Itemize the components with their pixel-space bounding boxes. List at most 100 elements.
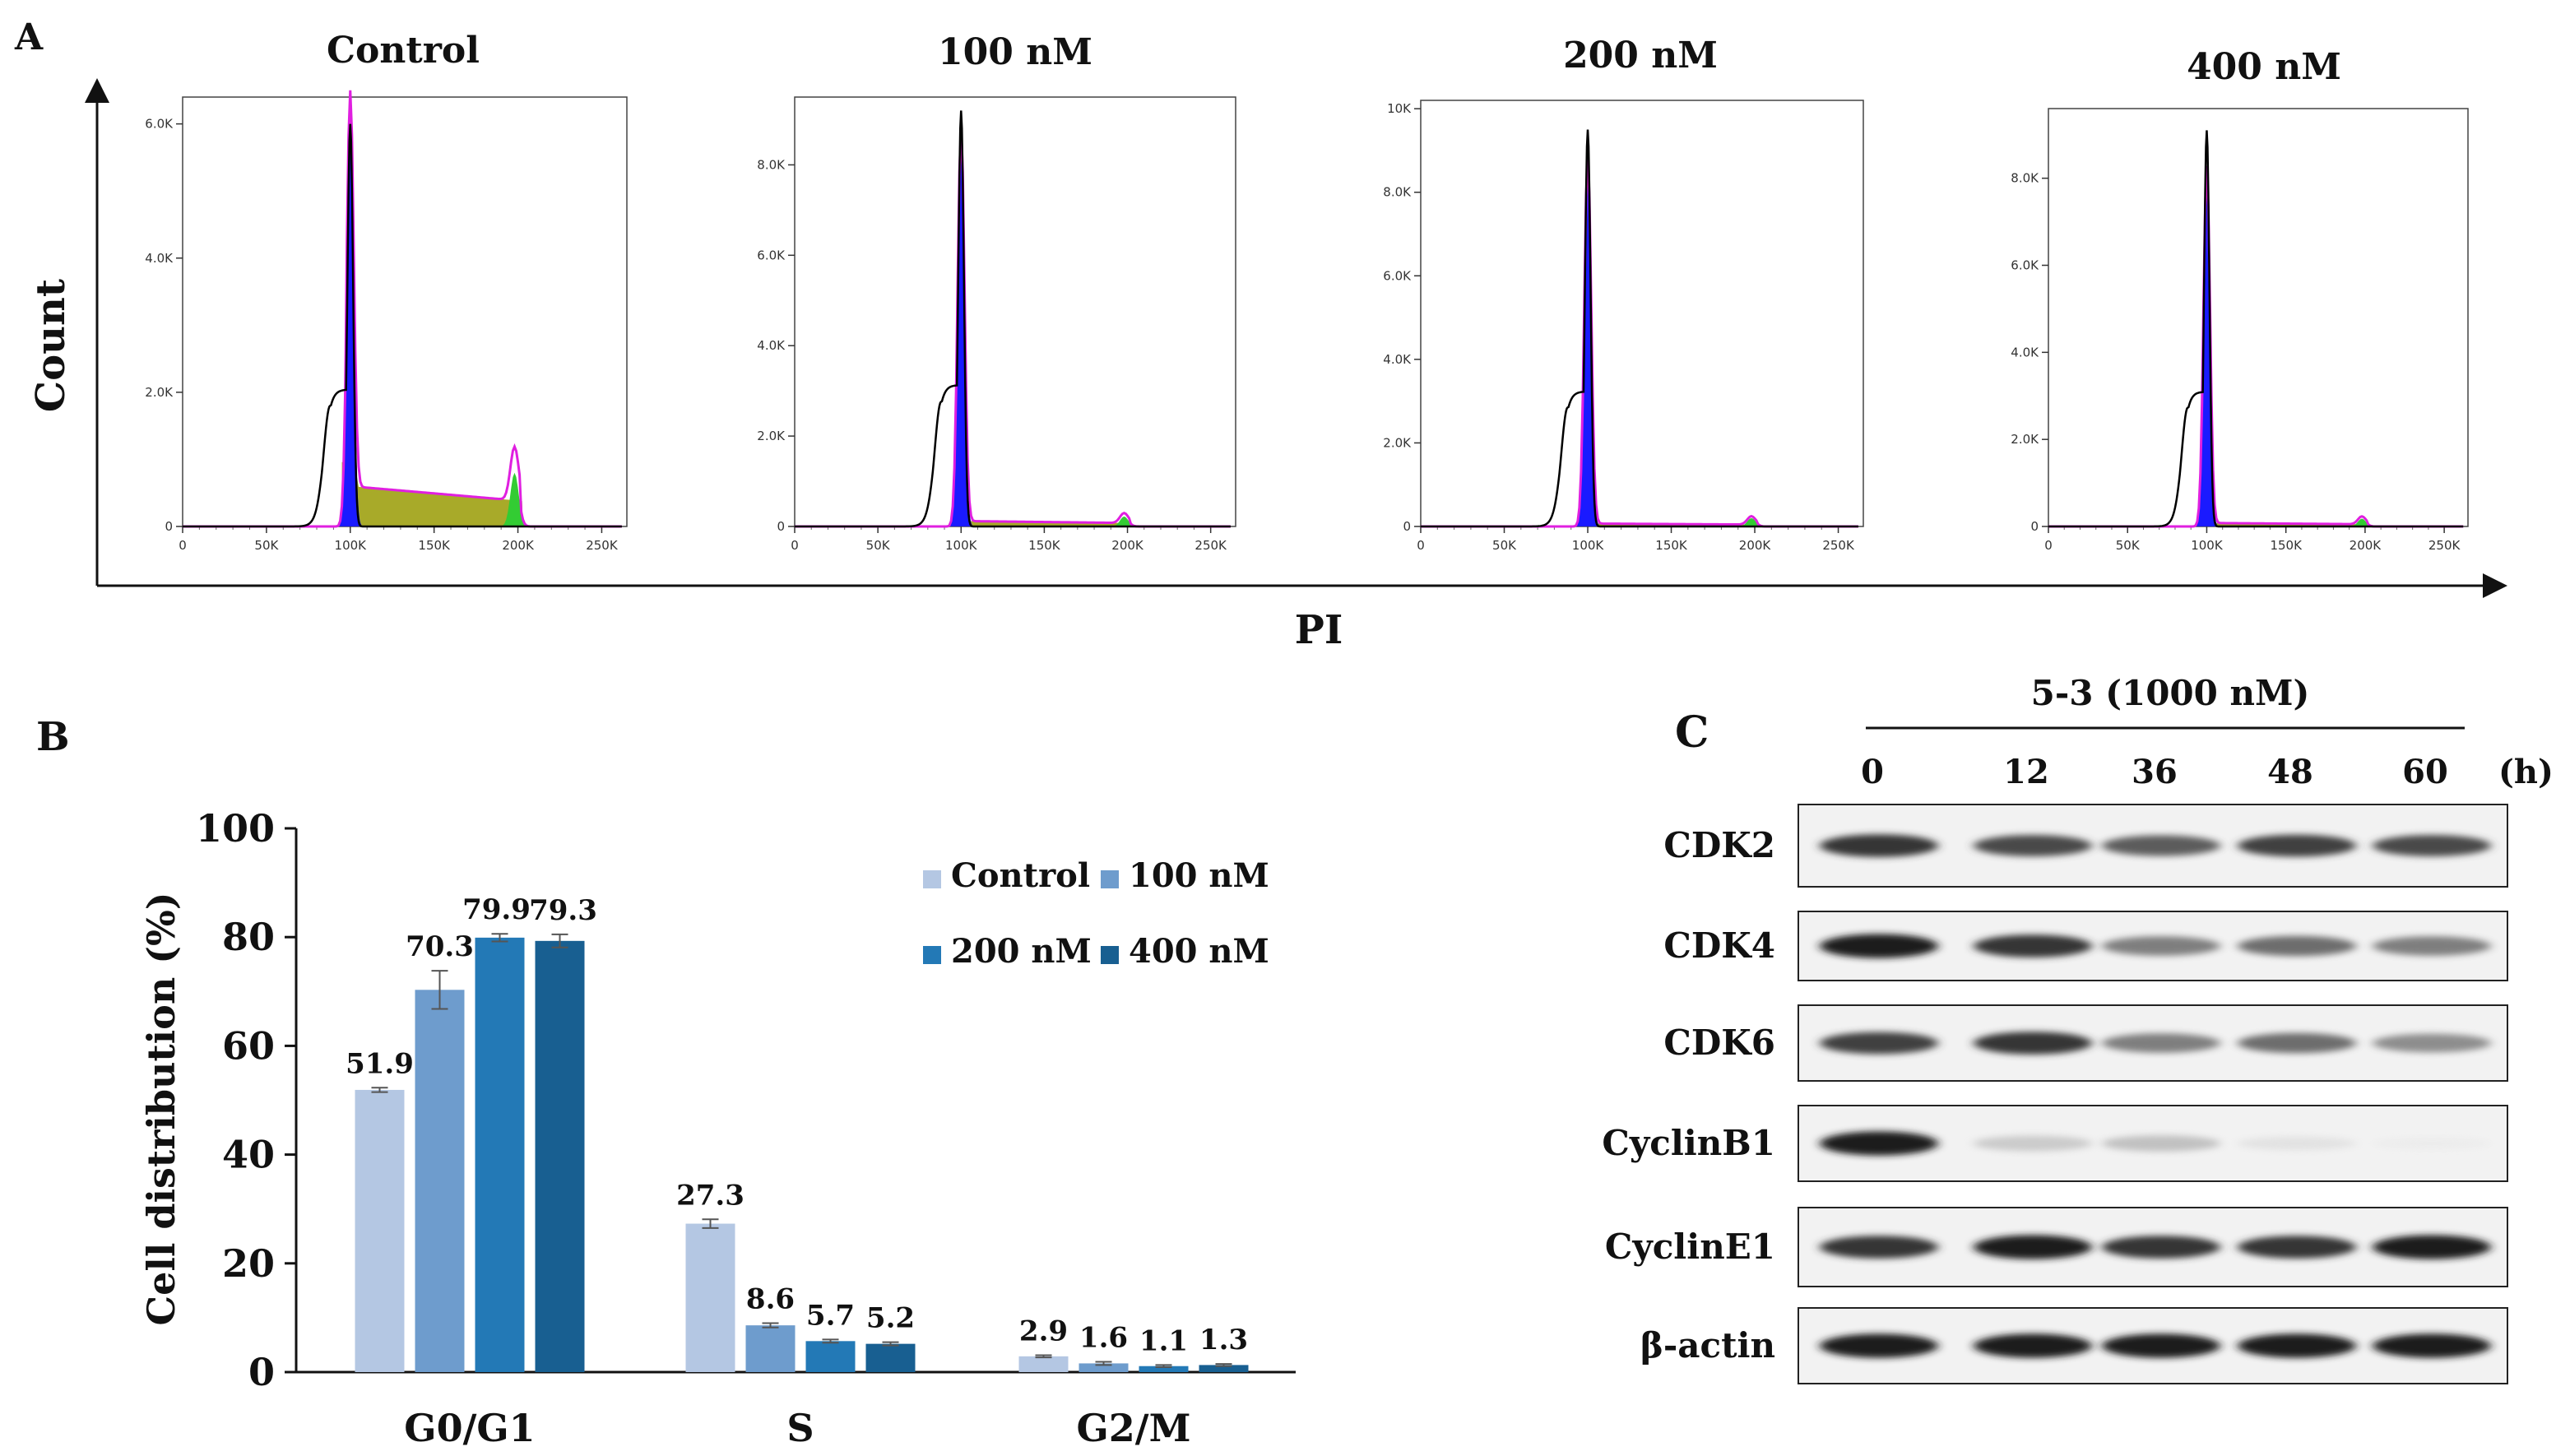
histogram-y-tick-label: 8.0K xyxy=(757,157,786,172)
bar-chart-category-label: G0/G1 xyxy=(404,1406,535,1450)
western-blot: 0 12 36 48 60 CDK2 CDK4 CDK6 CyclinB1 CyclinE1 β-a… xyxy=(1602,753,2508,1384)
blot-band xyxy=(1820,834,1938,857)
histogram-y-tick-label: 6.0K xyxy=(1383,268,1412,283)
bar-chart-y-tick-label: 80 xyxy=(222,915,275,959)
blot-row-6: β-actin xyxy=(1640,1307,2508,1384)
histogram-y-tick-label: 4.0K xyxy=(2011,345,2039,359)
histogram-y-tick-label: 4.0K xyxy=(1383,352,1412,367)
legend-swatch xyxy=(923,946,941,964)
protein-label: CyclinE1 xyxy=(1605,1226,1775,1267)
bar-value-label: 27.3 xyxy=(676,1179,745,1212)
bar-value-label: 51.9 xyxy=(346,1047,414,1080)
blot-band xyxy=(1974,835,2092,856)
bar-100-nm-g0g1 xyxy=(415,990,465,1372)
blot-band xyxy=(1974,1235,2092,1259)
histogram-frame xyxy=(2048,108,2469,527)
histogram-g0g1-area xyxy=(946,132,976,527)
histogram-x-tick-label: 50K xyxy=(254,538,279,553)
histogram-x-tick-label: 150K xyxy=(1028,538,1061,553)
blot-band xyxy=(1820,1236,1938,1259)
bar-value-label: 1.1 xyxy=(1139,1324,1188,1357)
blot-band xyxy=(1974,1135,2092,1152)
bar-200-nm-s xyxy=(805,1341,856,1372)
histogram-y-tick-label: 2.0K xyxy=(145,385,174,400)
timepoint-label: 0 xyxy=(1861,753,1884,791)
blot-band xyxy=(2102,1333,2220,1358)
histogram-frame xyxy=(794,96,1236,527)
histogram-x-tick-label: 100K xyxy=(2191,538,2224,553)
histogram-x-tick-label: 200K xyxy=(502,538,535,553)
histogram-title: 100 nM xyxy=(938,31,1092,73)
legend-swatch xyxy=(1101,946,1119,964)
bar-chart-y-label: Cell distribution (%) xyxy=(139,892,183,1325)
histogram-x-tick-label: 100K xyxy=(945,538,978,553)
bar-control-s xyxy=(685,1223,735,1372)
blot-row-5: CyclinE1 xyxy=(1605,1207,2508,1287)
bar-100-nm-s xyxy=(745,1325,796,1372)
histogram-x-tick-label: 100K xyxy=(335,538,368,553)
histogram-x-tick-label: 250K xyxy=(2428,538,2461,553)
blot-band xyxy=(2373,1333,2491,1358)
histogram-data-line xyxy=(2048,130,2464,528)
histogram-title: Control xyxy=(327,30,480,72)
bar-chart: 0 20 40 60 80 100 G0/G1 51.9 70.3 79.979.3 S 27.3 8.… xyxy=(196,806,1296,1450)
histogram-title: 400 nM xyxy=(2187,46,2341,88)
histogram-y-tick-label: 4.0K xyxy=(757,338,786,353)
panel-a-y-label: Count xyxy=(28,279,74,412)
histogram-y-tick-label: 2.0K xyxy=(1383,435,1412,450)
histogram-g0g1-area xyxy=(335,130,366,526)
histogram-x-tick-label: 150K xyxy=(418,538,451,553)
bar-chart-y-tick-label: 60 xyxy=(222,1023,275,1068)
histogram-g0g1-area xyxy=(2192,169,2221,527)
blot-band xyxy=(1974,934,2092,958)
bar-value-label: 1.3 xyxy=(1199,1324,1248,1356)
blot-band xyxy=(2373,1033,2491,1053)
histogram-x-tick-label: 200K xyxy=(1111,538,1144,553)
bar-chart-y-tick-label: 20 xyxy=(222,1241,275,1286)
legend-label: 200 nM xyxy=(951,932,1092,971)
histogram-x-tick-label: 50K xyxy=(1492,538,1517,553)
blot-band xyxy=(2102,1135,2220,1152)
blot-band xyxy=(2373,835,2491,856)
legend-label: 100 nM xyxy=(1129,856,1269,895)
histogram-y-tick-label: 8.0K xyxy=(2011,171,2039,186)
bar-chart-category-label: S xyxy=(786,1406,814,1450)
blot-band xyxy=(2238,1032,2356,1054)
bar-control-g0g1 xyxy=(355,1089,405,1372)
blot-band xyxy=(2102,936,2220,956)
time-unit-label: (h) xyxy=(2498,753,2554,791)
histogram-y-tick-label: 2.0K xyxy=(757,429,786,443)
panel-c: C 5-3 (1000 nM) (h) 0 12 36 48 60 CDK2 CDK4 CDK… xyxy=(1602,673,2554,1384)
bar-value-label: 2.9 xyxy=(1019,1315,1068,1348)
bar-200-nm-g0g1 xyxy=(475,937,525,1372)
protein-label: β-actin xyxy=(1640,1325,1775,1366)
histogram-model-fit-line xyxy=(1421,155,1858,528)
legend-swatch xyxy=(1101,870,1119,888)
histogram-2: 100 nM 0 2.0K 4.0K 6.0K 8.0K 0 50K 100K 150K 200K 2… xyxy=(757,31,1236,553)
histogram-x-tick-label: 0 xyxy=(2044,538,2053,553)
histogram-x-tick-label: 150K xyxy=(2270,538,2303,553)
timepoint-label: 48 xyxy=(2267,753,2313,791)
histogram-y-tick-label: 8.0K xyxy=(1383,185,1412,200)
histogram-x-tick-label: 0 xyxy=(179,538,187,553)
timepoint-label: 36 xyxy=(2132,753,2178,791)
bar-value-label: 79.9 xyxy=(462,893,531,926)
histogram-model-fit-line xyxy=(795,128,1231,528)
bar-control-g2m xyxy=(1018,1356,1069,1372)
histogram-y-tick-label: 0 xyxy=(165,519,173,534)
blot-band xyxy=(2102,1033,2220,1053)
histogram-data-line xyxy=(795,110,1231,528)
blot-band xyxy=(2238,935,2356,957)
bar-value-label: 5.7 xyxy=(806,1299,855,1332)
blot-band xyxy=(2238,1333,2356,1358)
histogram-y-tick-label: 4.0K xyxy=(145,251,174,266)
histogram-x-tick-label: 250K xyxy=(586,538,619,553)
histogram-g0g1-area xyxy=(1572,159,1603,527)
bar-200-nm-g2m xyxy=(1139,1366,1189,1372)
histogram-x-tick-label: 0 xyxy=(791,538,799,553)
legend-label: 400 nM xyxy=(1129,932,1269,971)
histogram-x-tick-label: 200K xyxy=(2350,538,2382,553)
histogram-y-tick-label: 0 xyxy=(2030,519,2039,534)
